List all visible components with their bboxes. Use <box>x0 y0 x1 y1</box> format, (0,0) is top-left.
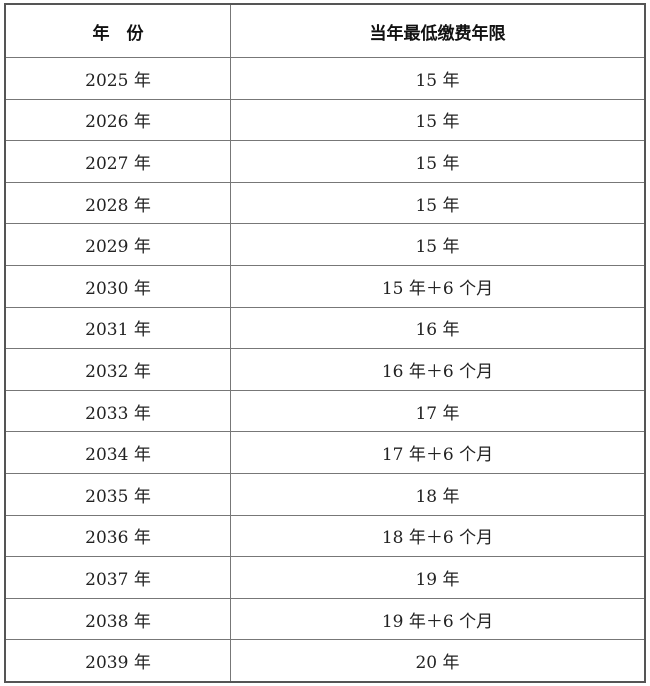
table-row: 2034 年 17 年＋6 个月 <box>4 431 646 474</box>
table-row: 2038 年 19 年＋6 个月 <box>4 597 646 641</box>
min-years-cell: 16 年 <box>230 306 646 350</box>
min-years-cell: 15 年 <box>230 98 646 142</box>
table-row: 2035 年 18 年 <box>4 472 646 516</box>
table-row: 2031 年 16 年 <box>4 306 646 350</box>
year-cell: 2037 年 <box>4 556 231 599</box>
year-cell: 2034 年 <box>4 431 231 474</box>
table-row: 2028 年 15 年 <box>4 181 646 225</box>
header-min-contribution-years: 当年最低缴费年限 <box>230 3 646 58</box>
min-years-cell: 15 年 <box>230 57 646 100</box>
year-cell: 2025 年 <box>4 57 231 100</box>
min-years-cell: 19 年 <box>230 556 646 599</box>
year-cell: 2035 年 <box>4 472 231 516</box>
table-row: 2036 年 18 年＋6 个月 <box>4 514 646 558</box>
year-cell: 2029 年 <box>4 223 231 266</box>
year-cell: 2030 年 <box>4 264 231 308</box>
table-row: 2025 年 15 年 <box>4 57 646 100</box>
min-years-cell: 19 年＋6 个月 <box>230 597 646 641</box>
min-years-cell: 15 年 <box>230 223 646 266</box>
table-row: 2033 年 17 年 <box>4 389 646 433</box>
year-cell: 2039 年 <box>4 639 231 683</box>
min-years-cell: 15 年＋6 个月 <box>230 264 646 308</box>
header-year: 年 份 <box>4 3 231 58</box>
min-years-cell: 20 年 <box>230 639 646 683</box>
table-row: 2037 年 19 年 <box>4 556 646 599</box>
year-cell: 2032 年 <box>4 348 231 391</box>
min-years-cell: 16 年＋6 个月 <box>230 348 646 391</box>
min-years-cell: 17 年＋6 个月 <box>230 431 646 474</box>
table-row: 2029 年 15 年 <box>4 223 646 266</box>
table-row: 2032 年 16 年＋6 个月 <box>4 348 646 391</box>
year-cell: 2038 年 <box>4 597 231 641</box>
table-row: 2027 年 15 年 <box>4 140 646 183</box>
year-cell: 2033 年 <box>4 389 231 433</box>
min-years-cell: 17 年 <box>230 389 646 433</box>
min-years-cell: 18 年＋6 个月 <box>230 514 646 558</box>
table-row: 2026 年 15 年 <box>4 98 646 142</box>
year-cell: 2031 年 <box>4 306 231 350</box>
header-row: 年 份 当年最低缴费年限 <box>4 3 646 58</box>
year-cell: 2027 年 <box>4 140 231 183</box>
min-years-cell: 18 年 <box>230 472 646 516</box>
min-years-cell: 15 年 <box>230 181 646 225</box>
year-cell: 2028 年 <box>4 181 231 225</box>
year-cell: 2026 年 <box>4 98 231 142</box>
table-row: 2039 年 20 年 <box>4 639 646 683</box>
year-cell: 2036 年 <box>4 514 231 558</box>
table-row: 2030 年 15 年＋6 个月 <box>4 264 646 308</box>
min-years-cell: 15 年 <box>230 140 646 183</box>
